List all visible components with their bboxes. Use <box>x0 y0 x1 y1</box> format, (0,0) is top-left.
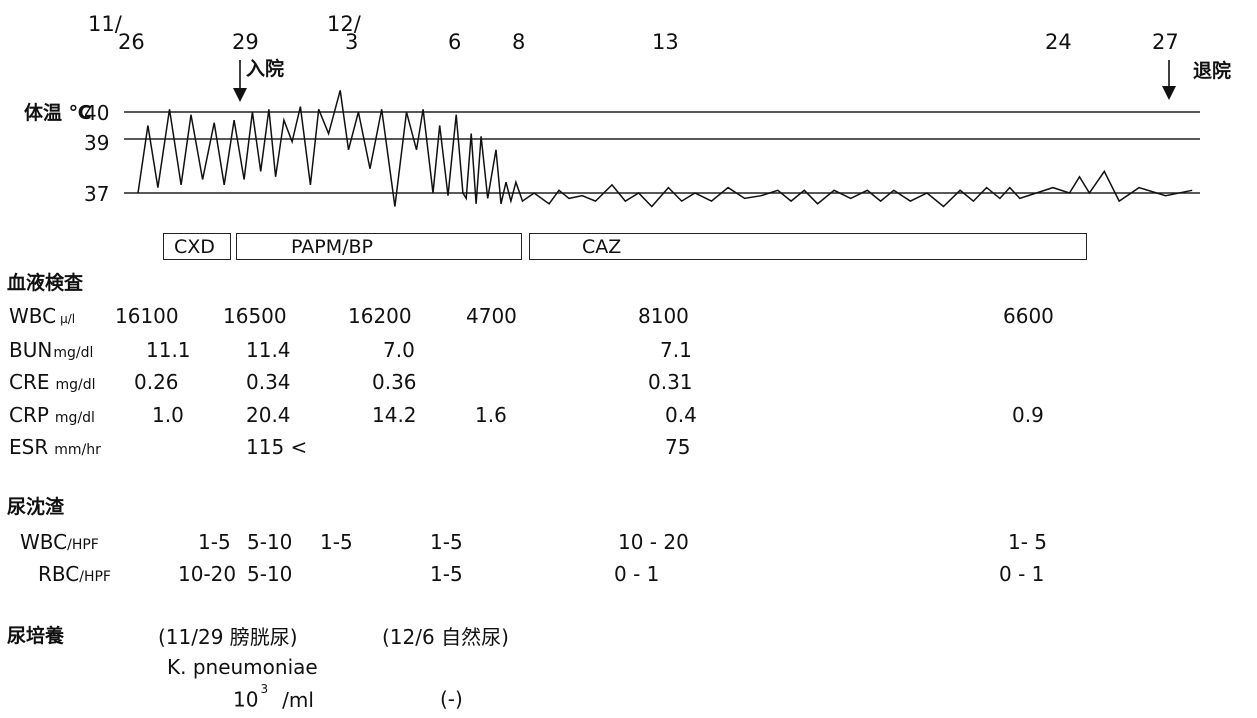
drug-bar-caz: CAZ <box>529 233 1087 260</box>
blood-value: 16200 <box>348 304 412 328</box>
sediment-value: 0 - 1 <box>614 562 660 586</box>
discharge-label: 退院 <box>1193 60 1232 82</box>
blood-value: 0.4 <box>665 403 697 427</box>
admission-arrow-icon <box>233 60 247 102</box>
blood-value: 75 <box>665 435 691 459</box>
drug-label-papm-bp: PAPM/BP <box>291 236 373 258</box>
blood-test-title: 血液検査 <box>7 272 84 294</box>
admission-label: 入院 <box>246 58 285 80</box>
blood-value: 7.1 <box>660 338 692 362</box>
culture-organism: K. pneumoniae <box>167 655 318 679</box>
urine-sediment-title: 尿沈渣 <box>7 496 65 518</box>
blood-value: 11.1 <box>146 338 191 362</box>
drug-bar-cxd: CXD <box>163 233 231 260</box>
y-tick-37: 37 <box>84 182 110 206</box>
drug-bar-papm-bp: PAPM/BP <box>236 233 522 260</box>
blood-value: 1.0 <box>152 403 184 427</box>
blood-value: 0.34 <box>246 370 291 394</box>
blood-value: 6600 <box>1003 304 1054 328</box>
sediment-value: 5-10 <box>247 530 293 554</box>
culture-sample-2: (12/6 自然尿) <box>382 625 509 649</box>
sediment-row-label: WBC/HPF <box>20 530 99 554</box>
blood-value: 1.6 <box>475 403 507 427</box>
culture-result-2: (-) <box>440 687 463 711</box>
date-day-2: 29 <box>232 30 259 54</box>
date-day-8: 27 <box>1152 30 1179 54</box>
sediment-value: 1-5 <box>430 530 463 554</box>
blood-value: 4700 <box>466 304 517 328</box>
urine-culture-title: 尿培養 <box>7 625 65 647</box>
date-day-4: 6 <box>448 30 462 54</box>
blood-value: 0.26 <box>134 370 179 394</box>
blood-value: 115 < <box>246 435 308 459</box>
blood-value: 0.31 <box>648 370 693 394</box>
sediment-value: 10 - 20 <box>618 530 689 554</box>
blood-value: 11.4 <box>246 338 291 362</box>
blood-row-label: ESR mm/hr <box>9 435 101 459</box>
y-tick-39: 39 <box>84 131 110 155</box>
blood-value: 16500 <box>223 304 287 328</box>
blood-row-label: WBC μ/l <box>9 304 76 328</box>
drug-label-cxd: CXD <box>174 236 215 258</box>
sediment-value: 0 - 1 <box>999 562 1045 586</box>
blood-row-label: BUNmg/dl <box>9 338 94 362</box>
blood-value: 16100 <box>115 304 179 328</box>
date-day-1: 26 <box>118 30 145 54</box>
y-axis-label: 体温 ℃ <box>24 102 92 124</box>
blood-value: 14.2 <box>372 403 417 427</box>
sediment-value: 1-5 <box>198 530 231 554</box>
date-month-1: 11/ <box>88 12 122 36</box>
drug-label-caz: CAZ <box>582 236 622 258</box>
blood-row-label: CRE mg/dl <box>9 370 96 394</box>
date-day-3: 3 <box>345 30 359 54</box>
sediment-value: 1-5 <box>430 562 463 586</box>
temperature-chart-svg <box>124 60 1200 208</box>
date-day-5: 8 <box>512 30 526 54</box>
date-month-3: 12/ <box>327 12 361 36</box>
blood-value: 8100 <box>638 304 689 328</box>
sediment-value: 5-10 <box>247 562 293 586</box>
blood-value: 20.4 <box>246 403 291 427</box>
discharge-arrow-icon <box>1162 60 1176 100</box>
sediment-value: 1-5 <box>320 530 353 554</box>
blood-value: 0.9 <box>1012 403 1044 427</box>
sediment-value: 10-20 <box>178 562 237 586</box>
temperature-series-line <box>137 90 1193 208</box>
culture-count: 10 3/ml <box>233 682 314 712</box>
blood-row-label: CRP mg/dl <box>9 403 95 427</box>
blood-value: 7.0 <box>383 338 415 362</box>
y-tick-40: 40 <box>84 101 110 125</box>
blood-value: 0.36 <box>372 370 417 394</box>
culture-sample-1: (11/29 膀胱尿) <box>158 625 298 649</box>
date-day-6: 13 <box>652 30 679 54</box>
sediment-row-label: RBC/HPF <box>38 562 111 586</box>
sediment-value: 1- 5 <box>1008 530 1048 554</box>
date-day-7: 24 <box>1045 30 1072 54</box>
